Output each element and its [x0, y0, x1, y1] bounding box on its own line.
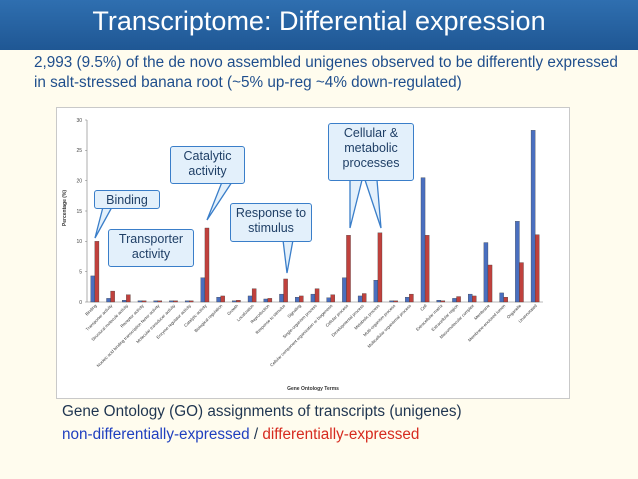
bar-de [220, 295, 225, 303]
bar-de [503, 296, 508, 303]
legend-de: differentially-expressed [262, 426, 420, 443]
bar-de [126, 294, 131, 303]
bar-de [487, 264, 493, 303]
bar-de [346, 235, 351, 303]
callout-catalytic: Catalytic activity [170, 146, 245, 184]
legend-line: non-differentially-expressed / different… [62, 426, 419, 444]
y-tick-label: 15 [76, 209, 82, 215]
y-tick-label: 20 [76, 178, 82, 184]
bars-group [90, 130, 540, 303]
y-axis-label: Percentage (%) [62, 190, 68, 226]
bar-de [534, 234, 540, 303]
bar-de [299, 295, 304, 303]
y-tick-label: 5 [79, 269, 82, 275]
bar-non-de [515, 221, 520, 303]
bar-de [94, 241, 100, 303]
bar-de [283, 278, 288, 303]
cellular-pointer-right [364, 179, 382, 229]
callout-response: Response to stimulus [230, 203, 312, 242]
bar-de [409, 293, 414, 303]
bar-de [393, 300, 398, 303]
bar-de [519, 262, 524, 303]
x-axis-label: Gene Ontology Terms [287, 386, 339, 392]
bar-de [472, 295, 477, 303]
bar-de [251, 288, 257, 303]
bar-de [204, 227, 210, 303]
bar-de [141, 300, 147, 303]
bar-de [362, 293, 367, 303]
bar-de [110, 290, 115, 303]
callout-binding: Binding [94, 190, 160, 209]
y-tick-label: 30 [76, 118, 82, 124]
response-pointer [282, 239, 294, 274]
y-tick-label: 0 [79, 300, 82, 306]
bar-non-de [530, 130, 536, 303]
bar-de [330, 294, 335, 303]
slide-subtitle: 2,993 (9.5%) of the de novo assembled un… [34, 54, 618, 91]
bar-de [456, 296, 461, 303]
bar-de [424, 235, 430, 303]
callout-cellular: Cellular & metabolic processes [328, 123, 414, 181]
slide-title: Transcriptome: Differential expression [92, 6, 546, 36]
bar-de [173, 300, 178, 303]
y-tick-label: 25 [76, 148, 82, 154]
bar-de [157, 300, 163, 303]
y-tick-label: 10 [76, 239, 82, 245]
catalytic-pointer [206, 181, 234, 221]
bar-de [377, 232, 383, 303]
bar-de [189, 300, 194, 303]
legend-separator: / [249, 426, 263, 443]
go-caption: Gene Ontology (GO) assignments of transc… [62, 403, 462, 420]
legend-non-de: non-differentially-expressed [62, 426, 250, 443]
bar-de [440, 300, 446, 303]
bar-de [314, 288, 320, 303]
callout-transporter: Transporter activity [108, 229, 194, 267]
cellular-pointer-left [349, 179, 363, 229]
title-bar [0, 0, 638, 50]
bar-de [236, 300, 241, 303]
bar-de [267, 298, 273, 303]
x-tick-label: Cell [419, 303, 428, 312]
go-bar-chart: 0 5 10 15 20 25 30 Binding Transporter activity… [62, 118, 543, 392]
